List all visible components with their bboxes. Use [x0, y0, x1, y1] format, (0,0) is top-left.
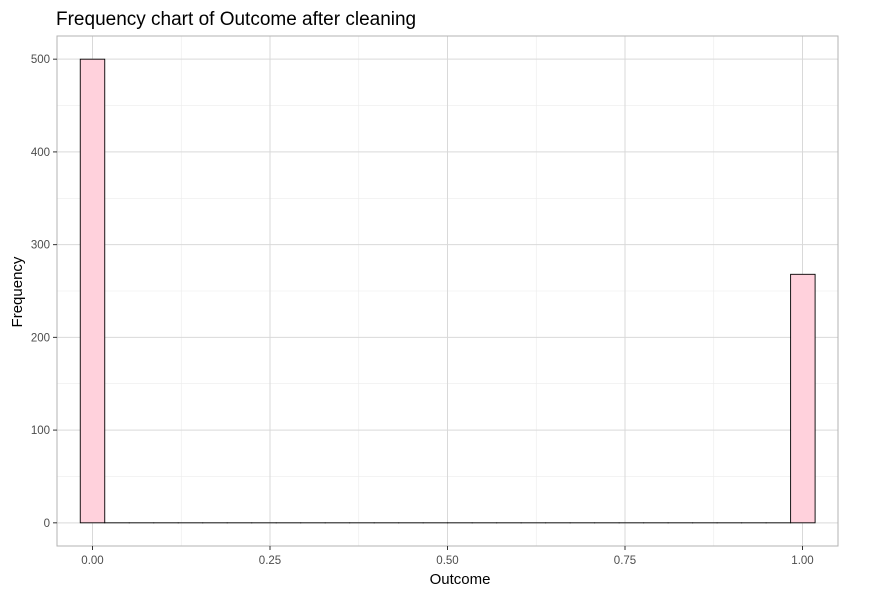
x-tick-label: 1.00 — [791, 555, 813, 567]
y-axis-title: Frequency — [9, 256, 26, 327]
y-tick-label: 100 — [31, 425, 50, 437]
y-tick-label: 400 — [31, 147, 50, 159]
bars — [79, 58, 816, 524]
histogram-bar — [790, 273, 816, 524]
y-tick-label: 500 — [31, 54, 50, 66]
y-axis-ticks: 0 100 200 300 400 500 — [31, 54, 57, 530]
x-tick-label: 0.00 — [81, 555, 103, 567]
x-axis-title: Outcome — [430, 571, 491, 588]
y-tick-label: 0 — [44, 518, 50, 530]
x-axis-ticks: 0.00 0.25 0.50 0.75 1.00 — [81, 546, 814, 567]
chart-title: Frequency chart of Outcome after cleanin… — [56, 9, 416, 30]
x-tick-label: 0.50 — [436, 555, 458, 567]
y-tick-label: 300 — [31, 240, 50, 252]
histogram-bar — [79, 58, 106, 524]
y-tick-label: 200 — [31, 332, 50, 344]
x-tick-label: 0.75 — [614, 555, 636, 567]
x-tick-label: 0.25 — [259, 555, 281, 567]
